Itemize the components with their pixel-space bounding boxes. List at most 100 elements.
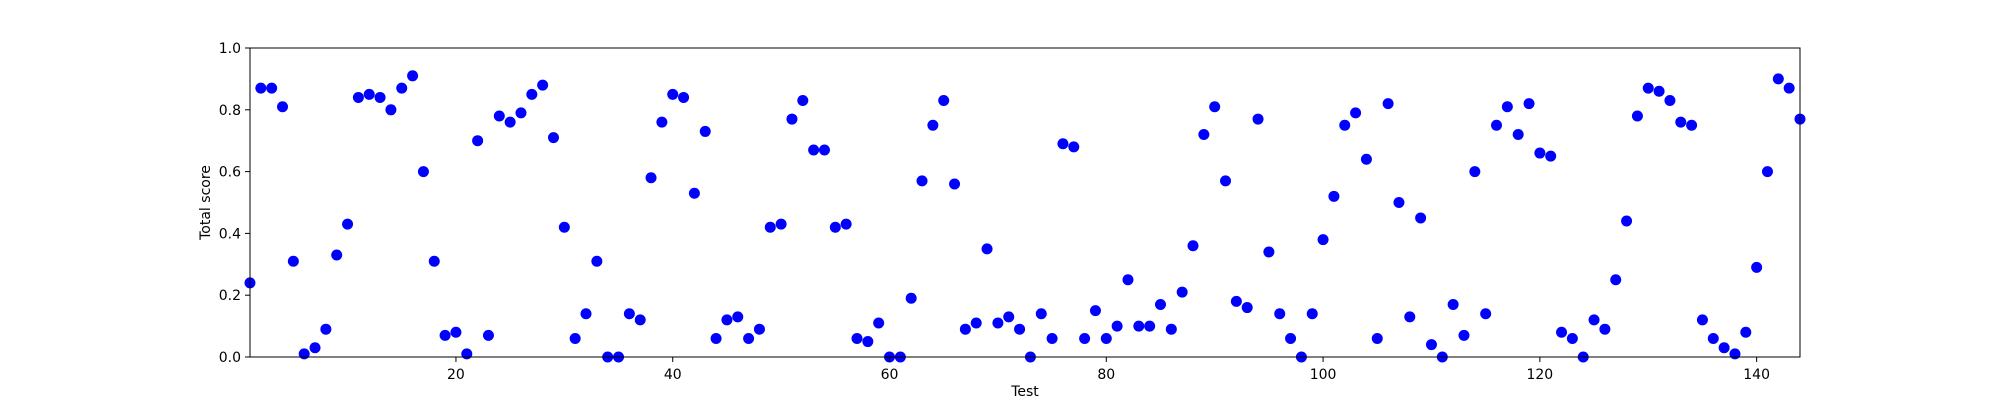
data-point <box>1729 348 1741 360</box>
data-point <box>547 132 559 144</box>
data-point <box>1751 261 1763 273</box>
data-point <box>1241 302 1253 314</box>
y-tick-label: 0.2 <box>219 288 241 304</box>
data-point <box>959 323 971 335</box>
data-point <box>1675 116 1687 128</box>
x-axis: 20 40 60 80 100 120 140 <box>447 357 1770 383</box>
data-point <box>342 218 354 230</box>
data-point <box>1621 215 1633 227</box>
data-point <box>938 95 950 107</box>
data-point <box>1512 129 1524 141</box>
data-point <box>1360 153 1372 165</box>
data-point <box>1415 212 1427 224</box>
data-point <box>732 311 744 323</box>
data-point <box>1458 329 1470 341</box>
data-point <box>428 255 440 267</box>
data-point <box>1772 73 1784 85</box>
data-point <box>992 317 1004 329</box>
data-point <box>1566 332 1578 344</box>
data-point <box>1100 332 1112 344</box>
data-point <box>1198 129 1210 141</box>
data-point <box>1339 119 1351 131</box>
data-point <box>1144 320 1156 332</box>
data-point <box>396 82 408 94</box>
data-point <box>1631 110 1643 122</box>
data-point <box>981 243 993 255</box>
data-point <box>1317 234 1329 246</box>
data-point <box>482 329 494 341</box>
data-point <box>255 82 267 94</box>
y-tick-label: 0.4 <box>219 226 241 242</box>
data-point <box>1176 286 1188 298</box>
data-point <box>1501 101 1513 113</box>
data-point <box>634 314 646 326</box>
data-point <box>797 95 809 107</box>
data-point <box>710 332 722 344</box>
data-point <box>515 107 527 119</box>
data-point <box>699 125 711 137</box>
data-point <box>298 348 310 360</box>
data-point <box>1740 326 1752 338</box>
data-point <box>1696 314 1708 326</box>
data-point <box>1610 274 1622 286</box>
data-point <box>1111 320 1123 332</box>
data-point <box>623 308 635 320</box>
data-point <box>385 104 397 116</box>
x-axis-label: Test <box>1010 384 1039 400</box>
data-point <box>1133 320 1145 332</box>
data-point <box>873 317 885 329</box>
data-point <box>266 82 278 94</box>
data-point <box>840 218 852 230</box>
data-point <box>1306 308 1318 320</box>
data-point <box>537 79 549 91</box>
data-point <box>1556 326 1568 338</box>
data-point <box>1599 323 1611 335</box>
data-point <box>1523 98 1535 110</box>
y-tick-label: 0.8 <box>219 103 241 119</box>
data-point <box>331 249 343 261</box>
data-point <box>743 332 755 344</box>
data-point <box>287 255 299 267</box>
data-point <box>1653 85 1665 97</box>
data-point <box>461 348 473 360</box>
data-point <box>1079 332 1091 344</box>
data-point <box>1089 305 1101 317</box>
x-tick-label: 100 <box>1310 367 1337 383</box>
data-point <box>1642 82 1654 94</box>
data-point <box>450 326 462 338</box>
data-point <box>1014 323 1026 335</box>
data-point <box>1328 190 1340 202</box>
data-point <box>645 172 657 184</box>
data-point <box>1382 98 1394 110</box>
data-point <box>970 317 982 329</box>
data-point <box>363 88 375 100</box>
data-point <box>916 175 928 187</box>
data-point <box>775 218 787 230</box>
x-tick-label: 40 <box>664 367 682 383</box>
data-point <box>1187 240 1199 252</box>
data-point <box>1285 332 1297 344</box>
data-point <box>1165 323 1177 335</box>
data-point <box>927 119 939 131</box>
data-point <box>829 221 841 233</box>
x-tick-label: 120 <box>1526 367 1553 383</box>
data-point <box>667 88 679 100</box>
data-point <box>1209 101 1221 113</box>
data-point <box>786 113 798 125</box>
x-tick-label: 20 <box>447 367 465 383</box>
data-point <box>472 135 484 147</box>
data-point <box>526 88 538 100</box>
data-point <box>1220 175 1232 187</box>
data-point <box>1664 95 1676 107</box>
data-point <box>1350 107 1362 119</box>
x-tick-label: 60 <box>881 367 899 383</box>
data-point <box>1718 342 1730 354</box>
data-point <box>905 292 917 304</box>
data-point <box>818 144 830 156</box>
data-point <box>688 187 700 199</box>
data-point <box>1447 298 1459 310</box>
data-point <box>1425 339 1437 351</box>
y-axis: 0.0 0.2 0.4 0.6 0.8 1.0 <box>219 41 250 366</box>
x-tick-label: 140 <box>1743 367 1770 383</box>
